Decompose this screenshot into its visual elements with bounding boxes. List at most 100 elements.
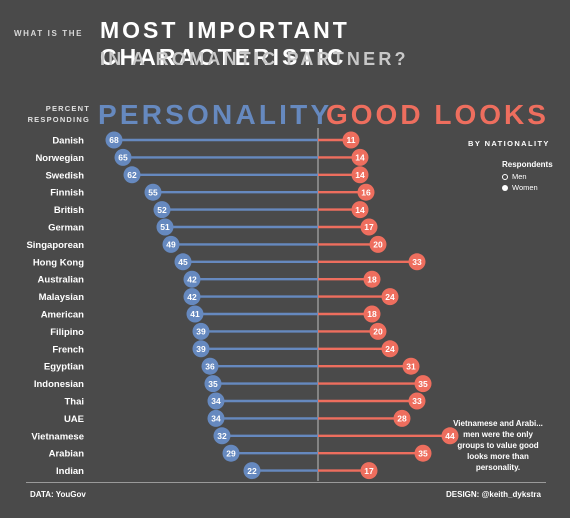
personality-value-arabian: 29 xyxy=(226,448,236,458)
design-credit: DESIGN: @keith_dykstra xyxy=(446,490,541,499)
personality-dot-indian xyxy=(243,462,261,480)
personality-value-thai: 34 xyxy=(211,396,221,406)
personality-dot-malaysian xyxy=(183,288,201,306)
category-label-american: American xyxy=(41,310,84,321)
good-looks-value-finnish: 16 xyxy=(361,187,371,197)
legend-label-women: Women xyxy=(512,183,538,192)
personality-value-vietnamese: 32 xyxy=(217,431,227,441)
personality-value-danish: 68 xyxy=(109,135,119,145)
good-looks-dot-indian xyxy=(360,462,378,480)
data-source-value: YouGov xyxy=(55,490,86,499)
good-looks-value-arabian: 35 xyxy=(418,448,428,458)
annotation-line3: groups to value good xyxy=(457,441,539,450)
data-source-label: DATA: xyxy=(30,490,54,499)
personality-dot-swedish xyxy=(123,166,141,184)
legend-label-men: Men xyxy=(512,172,527,181)
personality-value-egyptian: 36 xyxy=(205,361,215,371)
good-looks-value-australian: 18 xyxy=(367,274,377,284)
good-looks-dot-finnish xyxy=(357,183,375,201)
category-label-singaporean: Singaporean xyxy=(26,240,84,251)
personality-dot-british xyxy=(153,201,171,219)
category-label-french: French xyxy=(52,344,84,355)
footer-divider xyxy=(26,482,546,483)
design-credit-label: DESIGN: xyxy=(446,490,480,499)
category-label-hong-kong: Hong Kong xyxy=(33,257,84,268)
personality-value-german: 51 xyxy=(160,222,170,232)
good-looks-value-thai: 33 xyxy=(412,396,422,406)
good-looks-dot-indonesian xyxy=(414,375,432,393)
category-label-german: German xyxy=(48,223,84,234)
personality-dot-french xyxy=(192,340,210,358)
personality-value-singaporean: 49 xyxy=(166,240,176,250)
good-looks-value-egyptian: 31 xyxy=(406,361,416,371)
good-looks-value-danish: 11 xyxy=(347,135,356,145)
good-looks-dot-uae xyxy=(393,409,411,427)
good-looks-dot-malaysian xyxy=(381,288,399,306)
radio-icon xyxy=(502,184,508,191)
personality-value-uae: 34 xyxy=(211,414,221,424)
category-label-indian: Indian xyxy=(56,466,84,477)
good-looks-dot-french xyxy=(381,340,399,358)
annotation-line1: Vietnamese and Arabi... xyxy=(453,419,543,428)
chart-title: MOST IMPORTANT CHARACTERISTIC xyxy=(100,17,350,70)
personality-dot-finnish xyxy=(144,183,162,201)
personality-dot-american xyxy=(186,305,204,323)
good-looks-dot-norwegian xyxy=(351,148,369,166)
personality-dot-hong-kong xyxy=(174,253,192,271)
personality-dot-singaporean xyxy=(162,235,180,253)
legend: Respondents Men Women xyxy=(502,160,553,192)
legend-item-women: Women xyxy=(502,183,553,192)
personality-value-american: 41 xyxy=(190,309,200,319)
good-looks-value-filipino: 20 xyxy=(373,327,383,337)
personality-dot-indonesian xyxy=(204,375,222,393)
personality-value-australian: 42 xyxy=(187,274,197,284)
personality-value-swedish: 62 xyxy=(127,170,137,180)
personality-value-indonesian: 35 xyxy=(208,379,218,389)
category-label-thai: Thai xyxy=(64,397,84,408)
category-label-malaysian: Malaysian xyxy=(39,292,85,303)
percent-label-line2: RESPONDING xyxy=(27,115,90,124)
percent-label-line1: PERCENT xyxy=(45,104,90,113)
data-source: DATA: YouGov xyxy=(30,490,86,499)
personality-dot-german xyxy=(156,218,174,236)
personality-dot-thai xyxy=(207,392,225,410)
percent-label: PERCENT RESPONDING xyxy=(20,103,90,125)
good-looks-dot-german xyxy=(360,218,378,236)
good-looks-dot-singaporean xyxy=(369,235,387,253)
annotation-line2: men were the only xyxy=(463,430,533,439)
good-looks-dot-thai xyxy=(408,392,426,410)
good-looks-value-american: 18 xyxy=(367,309,377,319)
personality-dot-arabian xyxy=(222,444,240,462)
good-looks-value-indonesian: 35 xyxy=(418,379,428,389)
good-looks-dot-british xyxy=(351,201,369,219)
good-looks-dot-swedish xyxy=(351,166,369,184)
good-looks-heading: GOOD LOOKS xyxy=(326,99,549,130)
personality-value-hong-kong: 45 xyxy=(178,257,188,267)
annotation: Vietnamese and Arabi... men were the onl… xyxy=(448,418,548,473)
good-looks-value-singaporean: 20 xyxy=(373,240,383,250)
good-looks-value-uae: 28 xyxy=(397,414,407,424)
good-looks-dot-filipino xyxy=(369,322,387,340)
category-label-finnish: Finnish xyxy=(50,188,84,199)
good-looks-value-norwegian: 14 xyxy=(355,153,365,163)
personality-value-malaysian: 42 xyxy=(187,292,197,302)
personality-dot-vietnamese xyxy=(213,427,231,445)
category-label-norwegian: Norwegian xyxy=(35,153,84,164)
personality-heading: PERSONALITY xyxy=(98,99,333,130)
good-looks-dot-vietnamese xyxy=(441,427,459,445)
personality-dot-uae xyxy=(207,409,225,427)
personality-value-french: 39 xyxy=(196,344,206,354)
category-label-british: British xyxy=(54,205,84,216)
personality-value-british: 52 xyxy=(157,205,167,215)
personality-value-norwegian: 65 xyxy=(118,153,128,163)
personality-dot-egyptian xyxy=(201,357,219,375)
good-looks-dot-american xyxy=(363,305,381,323)
personality-value-indian: 22 xyxy=(247,466,257,476)
good-looks-value-indian: 17 xyxy=(364,466,374,476)
personality-value-filipino: 39 xyxy=(196,327,206,337)
good-looks-value-swedish: 14 xyxy=(355,170,365,180)
personality-dot-australian xyxy=(183,270,201,288)
legend-title: Respondents xyxy=(502,160,553,169)
good-looks-dot-egyptian xyxy=(402,357,420,375)
personality-value-finnish: 55 xyxy=(148,187,158,197)
